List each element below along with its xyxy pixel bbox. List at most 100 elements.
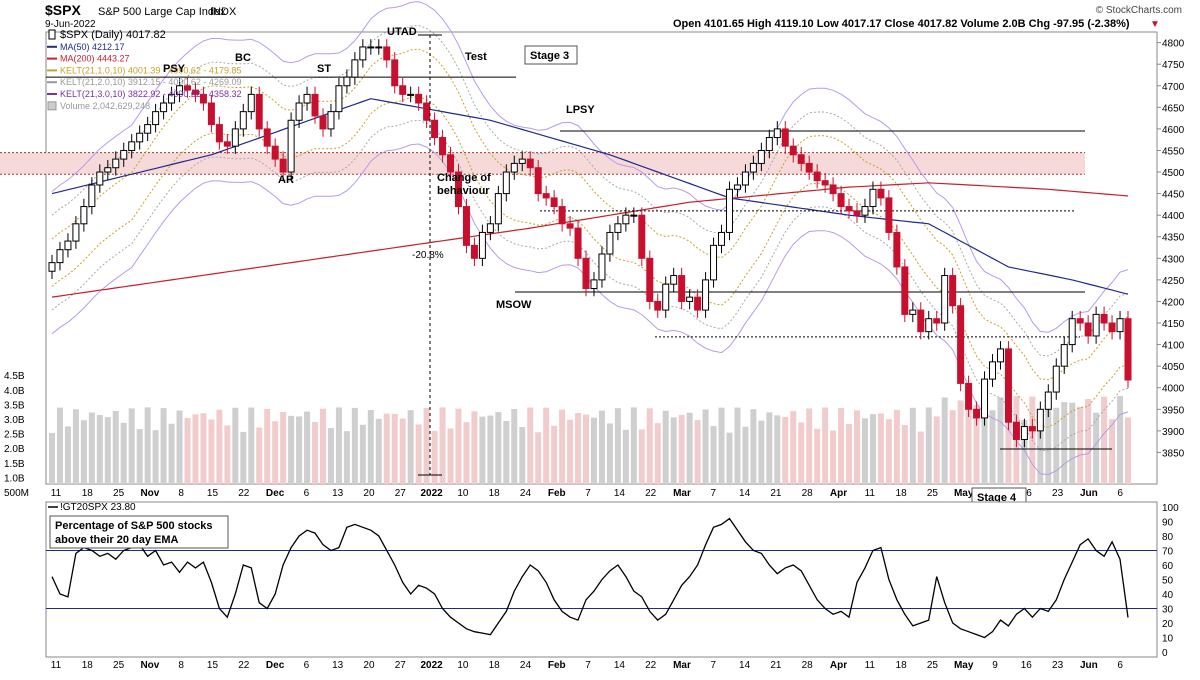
price-panel: 3850 3900 3950 4000 4050 4100 4150 4200 4250 4300… (0, 1, 1185, 499)
volume-bar (256, 427, 263, 484)
candle-body (622, 214, 630, 225)
volume-bar (511, 409, 518, 484)
candle-body (64, 240, 72, 251)
volume-bar (503, 420, 510, 484)
candle-body (287, 119, 295, 173)
candle-body (1004, 348, 1012, 423)
candle-body (335, 85, 343, 113)
volume-bar (981, 400, 988, 484)
candle-body (1116, 318, 1124, 333)
candle-body (973, 408, 981, 419)
volume-bar (224, 425, 231, 484)
candle-body (694, 296, 702, 311)
candle-body (295, 102, 303, 121)
ann-change2: behaviour (437, 185, 490, 197)
volume-bar (869, 414, 876, 484)
candle-body (781, 128, 789, 147)
volume-bar (965, 404, 972, 484)
volume-bar (790, 411, 797, 484)
candle-body (1108, 322, 1116, 333)
volume-bar (1101, 396, 1108, 484)
date-tick-label: 25 (113, 660, 125, 671)
date-tick-label: 7 (711, 488, 717, 499)
volume-bar (104, 417, 111, 484)
volume-tick-label: 1.0B (4, 473, 25, 484)
volume-bar (782, 416, 789, 484)
candle-body (1092, 313, 1100, 337)
date-tick-label: 27 (395, 488, 407, 499)
date-tick-label: 15 (207, 488, 219, 499)
volume-bar (583, 414, 590, 484)
candle-body (598, 253, 606, 281)
candle-body (821, 180, 829, 186)
price-tick-label: 4150 (1162, 319, 1185, 330)
volume-bar (327, 428, 334, 484)
volume-bar (64, 426, 71, 484)
date-tick-label: 24 (520, 488, 532, 499)
candle-body (1028, 426, 1036, 432)
date-tick-label: 28 (802, 660, 814, 671)
volume-bar (742, 426, 749, 484)
date-tick-label: 13 (332, 488, 344, 499)
date-tick-label: 7 (711, 660, 717, 671)
date-tick-label: 22 (645, 488, 657, 499)
candle-body (654, 300, 662, 311)
volume-bar (1069, 402, 1076, 484)
candle-body (494, 193, 502, 225)
volume-bar (774, 415, 781, 484)
volume-bar (72, 409, 79, 484)
candle-body (231, 128, 239, 147)
date-tick-label: 20 (363, 660, 375, 671)
candle-body (120, 149, 128, 160)
candle-body (606, 231, 614, 255)
price-tick-label: 3850 (1162, 448, 1185, 459)
candle-body (630, 214, 638, 217)
volume-bar (989, 410, 996, 484)
ann-st: ST (317, 63, 331, 75)
volume-bar (949, 410, 956, 484)
date-tick-label: 11 (865, 660, 876, 671)
candle-body (718, 231, 726, 246)
candle-body (702, 279, 710, 311)
volume-bar (495, 412, 502, 484)
volume-bar (455, 408, 462, 484)
volume-bar (304, 411, 311, 484)
date-tick-label: 6 (1117, 488, 1123, 499)
candle-body (582, 257, 590, 290)
date-tick-label: 22 (645, 660, 657, 671)
ann-stage3: Stage 3 (530, 50, 569, 62)
candle-body (415, 93, 423, 104)
candle-body (877, 188, 885, 199)
volume-bar (694, 420, 701, 484)
candle-body (72, 223, 80, 242)
volume-bar (917, 431, 924, 484)
volume-bar (877, 413, 884, 484)
symbol-name: S&P 500 Large Cap Index (98, 6, 226, 18)
volume-bar (838, 408, 845, 484)
volume-bar (176, 410, 183, 484)
volume-bar (200, 413, 207, 484)
price-axis: 3850 3900 3950 4000 4050 4100 4150 4200 4250 4300… (1157, 39, 1185, 459)
volume-bar (614, 408, 621, 484)
volume-bar (463, 422, 470, 484)
price-tick-label: 4600 (1162, 125, 1185, 136)
price-tick-label: 4650 (1162, 103, 1185, 114)
candle-body (893, 231, 901, 268)
volume-bar (335, 407, 342, 484)
legend-entry: Volume 2,042,629,248 (60, 101, 150, 111)
date-tick-label: 23 (1052, 660, 1064, 671)
candle-body (518, 158, 526, 164)
legend-swatch (47, 101, 57, 111)
candle-body (1044, 391, 1052, 410)
volume-bar (359, 424, 366, 484)
price-tick-label: 4050 (1162, 362, 1185, 373)
breadth-tick-label: 90 (1162, 518, 1174, 529)
legend-entry: KELT(21,3.0,10) 3822.92 - 4090.62 - 4358… (60, 89, 241, 99)
volume-bar (192, 414, 199, 484)
candles (48, 39, 1132, 448)
volume-bar (1053, 407, 1060, 484)
date-tick-label: Mar (673, 488, 691, 499)
volume-bar (670, 417, 677, 484)
date-tick-label: 14 (614, 660, 626, 671)
